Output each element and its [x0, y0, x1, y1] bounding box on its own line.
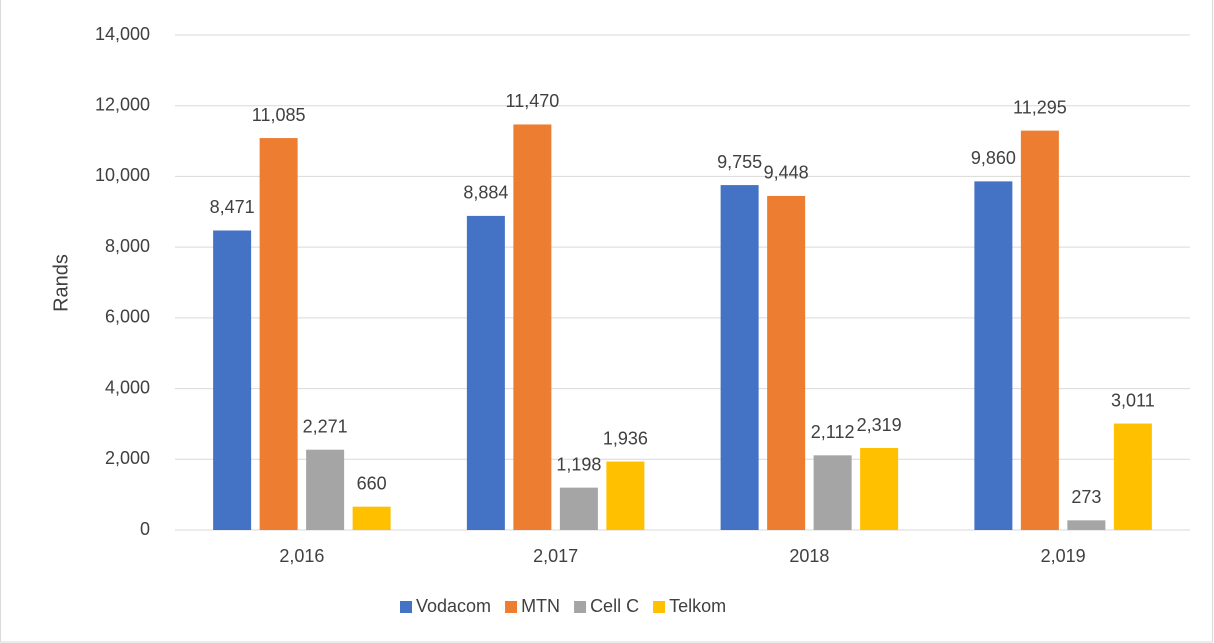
legend-swatch: [574, 601, 587, 613]
data-label: 9,860: [971, 148, 1016, 168]
bar: [1113, 423, 1152, 530]
legend-label: Vodacom: [416, 596, 491, 616]
data-label: 9,448: [764, 163, 809, 183]
legend-swatch: [653, 601, 666, 613]
x-tick-label: 2,017: [533, 546, 578, 566]
x-tick-label: 2,016: [279, 546, 324, 566]
bar: [213, 230, 252, 531]
data-label: 11,295: [1013, 97, 1067, 117]
bar: [606, 461, 645, 530]
data-label: 660: [357, 473, 387, 493]
data-label: 11,470: [506, 91, 560, 111]
data-label: 1,936: [603, 428, 648, 448]
data-label: 3,011: [1111, 390, 1155, 410]
data-label: 8,471: [210, 197, 255, 217]
legend-label: MTN: [521, 596, 560, 616]
legend-swatch: [505, 601, 518, 613]
bar: [559, 487, 598, 530]
bar: [352, 506, 391, 530]
data-label: 9,755: [717, 152, 762, 172]
bar: [1067, 520, 1106, 530]
bar: [767, 195, 806, 530]
x-tick-label: 2018: [789, 546, 829, 566]
x-tick-label: 2,019: [1041, 546, 1086, 566]
y-tick-label: 8,000: [105, 236, 150, 256]
legend-label: Cell C: [590, 596, 639, 616]
bar: [259, 138, 298, 530]
data-label: 8,884: [463, 183, 508, 203]
data-label: 11,085: [252, 105, 306, 125]
legend-swatch: [400, 601, 412, 613]
y-tick-label: 10,000: [95, 165, 150, 185]
bar: [466, 215, 505, 530]
bar: [813, 455, 852, 530]
bar: [1020, 130, 1059, 531]
y-tick-label: 4,000: [105, 377, 150, 397]
legend-label: Telkom: [669, 596, 726, 616]
y-axis-label: Rands: [50, 254, 72, 312]
y-tick-label: 0: [140, 519, 150, 539]
bar: [306, 449, 345, 530]
y-tick-label: 2,000: [105, 448, 150, 468]
data-label: 2,112: [811, 422, 855, 442]
data-label: 2,271: [303, 416, 348, 436]
y-tick-label: 6,000: [105, 307, 150, 327]
bar: [860, 448, 899, 530]
y-tick-label: 14,000: [95, 24, 150, 44]
bar: [513, 124, 552, 530]
y-tick-label: 12,000: [95, 94, 150, 114]
bar: [720, 185, 759, 530]
bar: [974, 181, 1013, 530]
data-label: 2,319: [857, 415, 902, 435]
data-label: 1,198: [556, 454, 601, 474]
data-label: 273: [1071, 487, 1101, 507]
